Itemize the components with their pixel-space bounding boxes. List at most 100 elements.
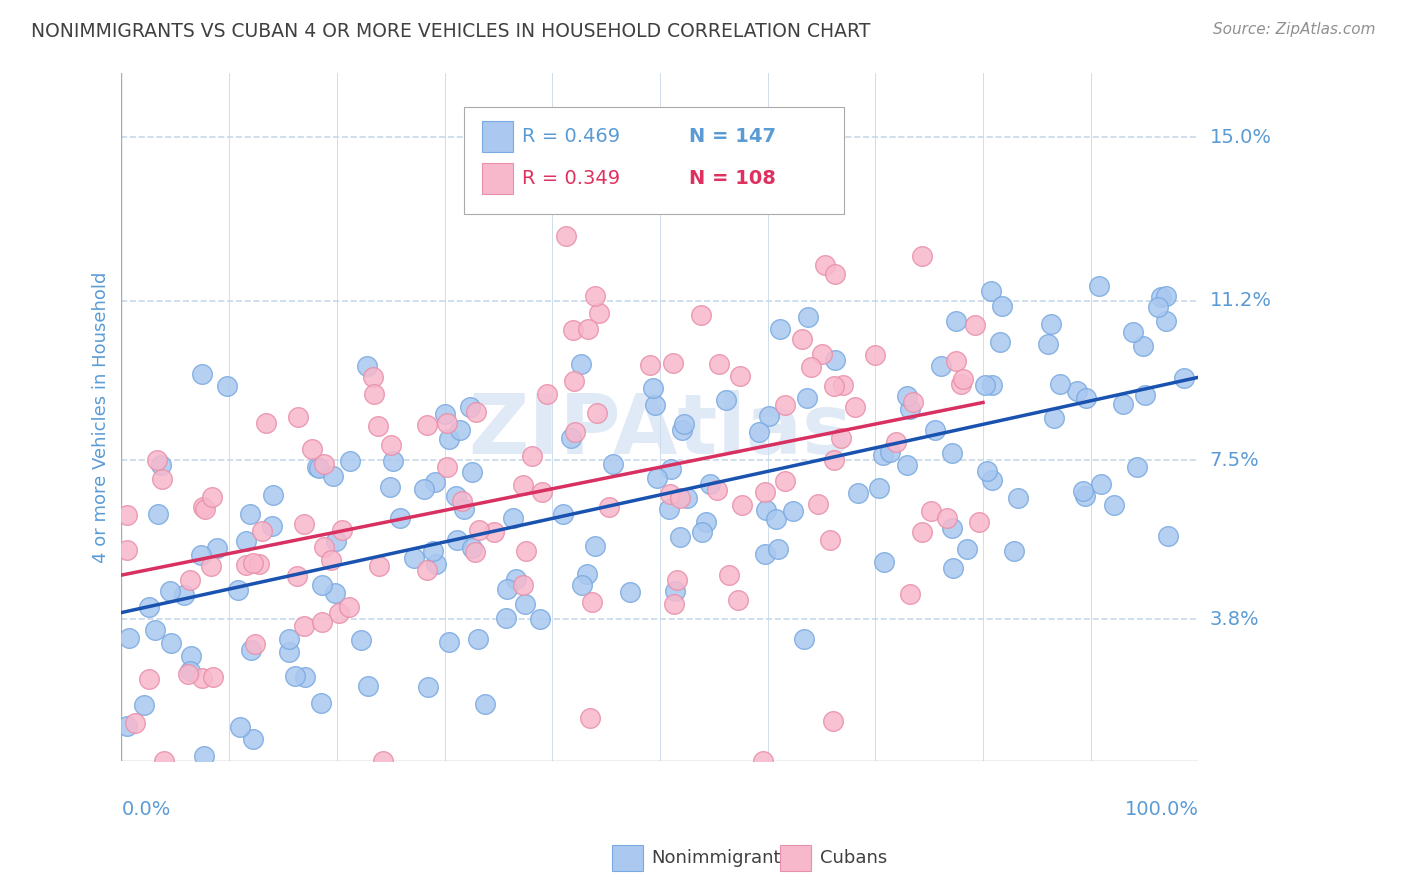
- Point: [361, 369, 384, 384]
- Point: [437, 634, 460, 648]
- Point: [285, 569, 308, 583]
- Point: [278, 632, 301, 646]
- Text: R = 0.469: R = 0.469: [522, 127, 620, 146]
- Point: [425, 558, 447, 572]
- Point: [294, 670, 316, 684]
- Point: [416, 417, 439, 432]
- Point: [402, 550, 425, 565]
- Point: [976, 464, 998, 478]
- Point: [160, 636, 183, 650]
- Point: [117, 543, 139, 558]
- Point: [239, 508, 262, 522]
- Point: [446, 489, 468, 503]
- Text: 3.8%: 3.8%: [1209, 610, 1260, 629]
- Point: [963, 318, 986, 333]
- Point: [389, 511, 412, 525]
- Point: [988, 334, 1011, 349]
- Point: [846, 486, 869, 500]
- Point: [718, 568, 741, 582]
- Point: [381, 454, 404, 468]
- Point: [467, 632, 489, 646]
- Point: [190, 368, 212, 382]
- Point: [413, 482, 436, 496]
- Point: [1038, 336, 1060, 351]
- Point: [797, 310, 820, 324]
- Point: [453, 502, 475, 516]
- Point: [1049, 376, 1071, 391]
- Point: [754, 484, 776, 499]
- Point: [730, 369, 752, 384]
- Point: [243, 637, 266, 651]
- Point: [159, 583, 181, 598]
- Point: [664, 597, 686, 611]
- Point: [896, 388, 918, 402]
- Point: [484, 525, 506, 540]
- Point: [515, 543, 537, 558]
- Point: [598, 500, 620, 514]
- Point: [1147, 300, 1170, 314]
- Point: [793, 632, 815, 646]
- Point: [451, 493, 474, 508]
- Point: [495, 611, 517, 625]
- Point: [177, 666, 200, 681]
- Point: [690, 524, 713, 539]
- Point: [929, 359, 952, 373]
- Point: [658, 501, 681, 516]
- Point: [792, 333, 814, 347]
- Point: [284, 669, 307, 683]
- Text: 7.5%: 7.5%: [1209, 450, 1260, 469]
- Point: [148, 508, 170, 522]
- Point: [980, 285, 1002, 299]
- Point: [956, 541, 979, 556]
- Point: [1066, 384, 1088, 398]
- Point: [292, 517, 315, 532]
- Point: [769, 321, 792, 335]
- Point: [330, 523, 353, 537]
- Point: [205, 541, 228, 556]
- Point: [190, 548, 212, 562]
- Point: [714, 392, 737, 407]
- Point: [337, 600, 360, 615]
- Point: [796, 391, 818, 405]
- Point: [945, 314, 967, 328]
- Point: [800, 360, 823, 375]
- Point: [872, 448, 894, 462]
- Point: [200, 558, 222, 573]
- Point: [830, 431, 852, 445]
- Point: [581, 595, 603, 609]
- Point: [1102, 498, 1125, 512]
- Point: [363, 387, 385, 401]
- Point: [460, 541, 482, 556]
- Point: [571, 357, 593, 371]
- Point: [235, 558, 257, 572]
- Text: N = 108: N = 108: [689, 169, 776, 188]
- Point: [811, 346, 834, 360]
- Point: [669, 491, 692, 505]
- Point: [422, 544, 444, 558]
- Point: [727, 592, 749, 607]
- Point: [731, 498, 754, 512]
- Point: [464, 545, 486, 559]
- Point: [575, 566, 598, 581]
- Point: [312, 458, 335, 472]
- Point: [311, 578, 333, 592]
- Point: [980, 474, 1002, 488]
- Point: [818, 533, 841, 547]
- Point: [645, 471, 668, 485]
- Point: [423, 475, 446, 490]
- Point: [446, 533, 468, 547]
- Point: [242, 556, 264, 570]
- Text: Cubans: Cubans: [820, 849, 887, 867]
- Point: [201, 490, 224, 504]
- Text: NONIMMIGRANTS VS CUBAN 4 OR MORE VEHICLES IN HOUSEHOLD CORRELATION CHART: NONIMMIGRANTS VS CUBAN 4 OR MORE VEHICLE…: [31, 22, 870, 41]
- Point: [896, 458, 918, 472]
- Point: [193, 500, 215, 515]
- Point: [911, 249, 934, 263]
- Point: [911, 525, 934, 540]
- Point: [461, 465, 484, 479]
- Point: [368, 559, 391, 574]
- Point: [254, 417, 277, 431]
- Point: [502, 511, 524, 525]
- Point: [868, 481, 890, 495]
- Point: [439, 432, 461, 446]
